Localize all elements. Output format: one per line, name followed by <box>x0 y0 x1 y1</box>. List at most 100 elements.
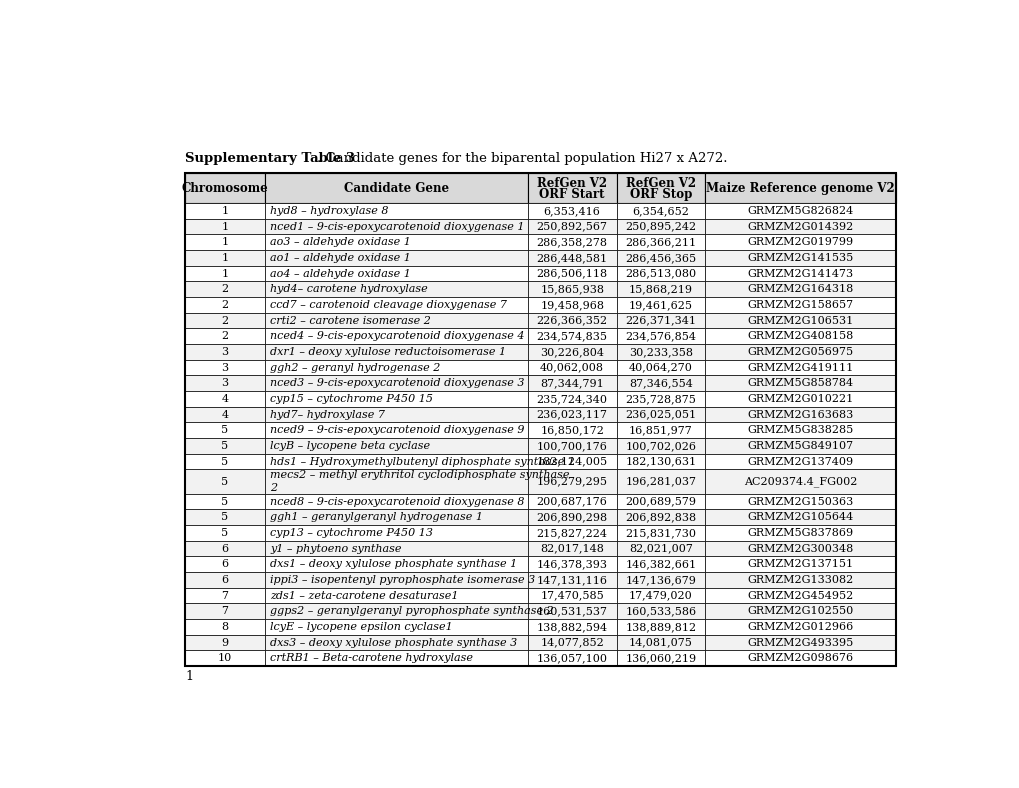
Text: 6: 6 <box>221 575 228 585</box>
Text: ao3 – aldehyde oxidase 1: ao3 – aldehyde oxidase 1 <box>270 237 411 247</box>
Bar <box>185 509 265 525</box>
Text: AC209374.4_FG002: AC209374.4_FG002 <box>743 476 857 487</box>
Text: 6,354,652: 6,354,652 <box>632 206 689 216</box>
Bar <box>615 572 705 588</box>
Text: Chromosome: Chromosome <box>181 182 268 195</box>
Bar <box>265 572 527 588</box>
Bar <box>615 375 705 391</box>
Text: 17,479,020: 17,479,020 <box>629 590 692 600</box>
Text: mecs2 – methyl erythritol cyclodiphosphate synthase
2: mecs2 – methyl erythritol cyclodiphospha… <box>270 470 570 492</box>
Text: ao4 – aldehyde oxidase 1: ao4 – aldehyde oxidase 1 <box>270 269 411 278</box>
Text: GRMZM2G019799: GRMZM2G019799 <box>747 237 853 247</box>
Bar <box>185 604 265 619</box>
Text: 206,890,298: 206,890,298 <box>536 512 607 522</box>
Text: 182,124,005: 182,124,005 <box>536 456 607 466</box>
Bar <box>265 407 527 422</box>
Bar <box>527 556 615 572</box>
Bar <box>185 407 265 422</box>
Text: GRMZM2G133082: GRMZM2G133082 <box>747 575 853 585</box>
Text: hyd8 – hydroxylase 8: hyd8 – hydroxylase 8 <box>270 206 388 216</box>
Text: 286,513,080: 286,513,080 <box>625 269 696 278</box>
Text: nced3 – 9-cis-epoxycarotenoid dioxygenase 3: nced3 – 9-cis-epoxycarotenoid dioxygenas… <box>270 378 525 388</box>
Text: zds1 – zeta-carotene desaturase1: zds1 – zeta-carotene desaturase1 <box>270 590 459 600</box>
Bar <box>615 234 705 250</box>
Bar <box>705 375 895 391</box>
Bar <box>705 604 895 619</box>
Bar <box>527 360 615 375</box>
Bar <box>265 234 527 250</box>
Text: GRMZM2G150363: GRMZM2G150363 <box>747 496 853 507</box>
Bar <box>615 360 705 375</box>
Bar <box>265 281 527 297</box>
Text: 3: 3 <box>221 362 228 373</box>
Bar <box>185 541 265 556</box>
Bar <box>705 635 895 650</box>
Bar <box>185 635 265 650</box>
Bar <box>265 541 527 556</box>
Bar <box>527 234 615 250</box>
Bar <box>527 619 615 635</box>
Text: 6: 6 <box>221 559 228 569</box>
Text: 250,892,567: 250,892,567 <box>536 221 607 232</box>
Text: crti2 – carotene isomerase 2: crti2 – carotene isomerase 2 <box>270 315 431 325</box>
Text: 160,531,537: 160,531,537 <box>536 606 607 616</box>
Text: RefGen V2: RefGen V2 <box>626 177 695 190</box>
Text: Maize Reference genome V2: Maize Reference genome V2 <box>705 182 894 195</box>
Bar <box>265 422 527 438</box>
Text: 1: 1 <box>221 221 228 232</box>
Bar <box>527 281 615 297</box>
Text: 236,023,117: 236,023,117 <box>536 410 607 419</box>
Bar <box>185 650 265 666</box>
Text: 87,346,554: 87,346,554 <box>629 378 692 388</box>
Bar <box>265 509 527 525</box>
Bar <box>265 494 527 509</box>
Bar <box>705 266 895 281</box>
Text: 1: 1 <box>221 237 228 247</box>
Bar <box>615 266 705 281</box>
Text: 8: 8 <box>221 622 228 632</box>
Text: 234,574,835: 234,574,835 <box>536 331 607 341</box>
Text: 6,353,416: 6,353,416 <box>543 206 600 216</box>
Bar <box>615 173 705 203</box>
Text: 136,060,219: 136,060,219 <box>625 653 696 663</box>
Bar <box>185 470 265 494</box>
Bar <box>265 219 527 234</box>
Text: 1: 1 <box>221 253 228 263</box>
Text: nced8 – 9-cis-epoxycarotenoid dioxygenase 8: nced8 – 9-cis-epoxycarotenoid dioxygenas… <box>270 496 525 507</box>
Text: 215,831,730: 215,831,730 <box>625 528 696 538</box>
Text: 160,533,586: 160,533,586 <box>625 606 696 616</box>
Bar <box>615 329 705 344</box>
Bar <box>705 173 895 203</box>
Text: 15,865,938: 15,865,938 <box>540 284 603 294</box>
Bar <box>527 650 615 666</box>
Text: 250,895,242: 250,895,242 <box>625 221 696 232</box>
Text: GRMZM2G137151: GRMZM2G137151 <box>747 559 853 569</box>
Bar <box>185 375 265 391</box>
Text: 182,130,631: 182,130,631 <box>625 456 696 466</box>
Text: 1: 1 <box>185 670 193 683</box>
Text: 196,279,295: 196,279,295 <box>536 477 607 486</box>
Bar <box>265 329 527 344</box>
Text: nced1 – 9-cis-epoxycarotenoid dioxygenase 1: nced1 – 9-cis-epoxycarotenoid dioxygenas… <box>270 221 525 232</box>
Text: 226,366,352: 226,366,352 <box>536 315 607 325</box>
Text: GRMZM2G164318: GRMZM2G164318 <box>747 284 853 294</box>
Bar <box>615 203 705 219</box>
Text: GRMZM2G056975: GRMZM2G056975 <box>747 347 853 357</box>
Text: 87,344,791: 87,344,791 <box>540 378 603 388</box>
Bar <box>705 541 895 556</box>
Bar <box>185 588 265 604</box>
Bar <box>265 635 527 650</box>
Bar <box>185 219 265 234</box>
Text: 286,366,211: 286,366,211 <box>625 237 696 247</box>
Bar <box>527 509 615 525</box>
Text: GRMZM2G010221: GRMZM2G010221 <box>747 394 853 404</box>
Bar <box>705 509 895 525</box>
Text: 138,882,594: 138,882,594 <box>536 622 607 632</box>
Bar <box>265 375 527 391</box>
Bar <box>185 281 265 297</box>
Bar <box>527 470 615 494</box>
Bar <box>527 588 615 604</box>
Text: GRMZM2G014392: GRMZM2G014392 <box>747 221 853 232</box>
Bar <box>185 250 265 266</box>
Text: GRMZM2G141473: GRMZM2G141473 <box>747 269 853 278</box>
